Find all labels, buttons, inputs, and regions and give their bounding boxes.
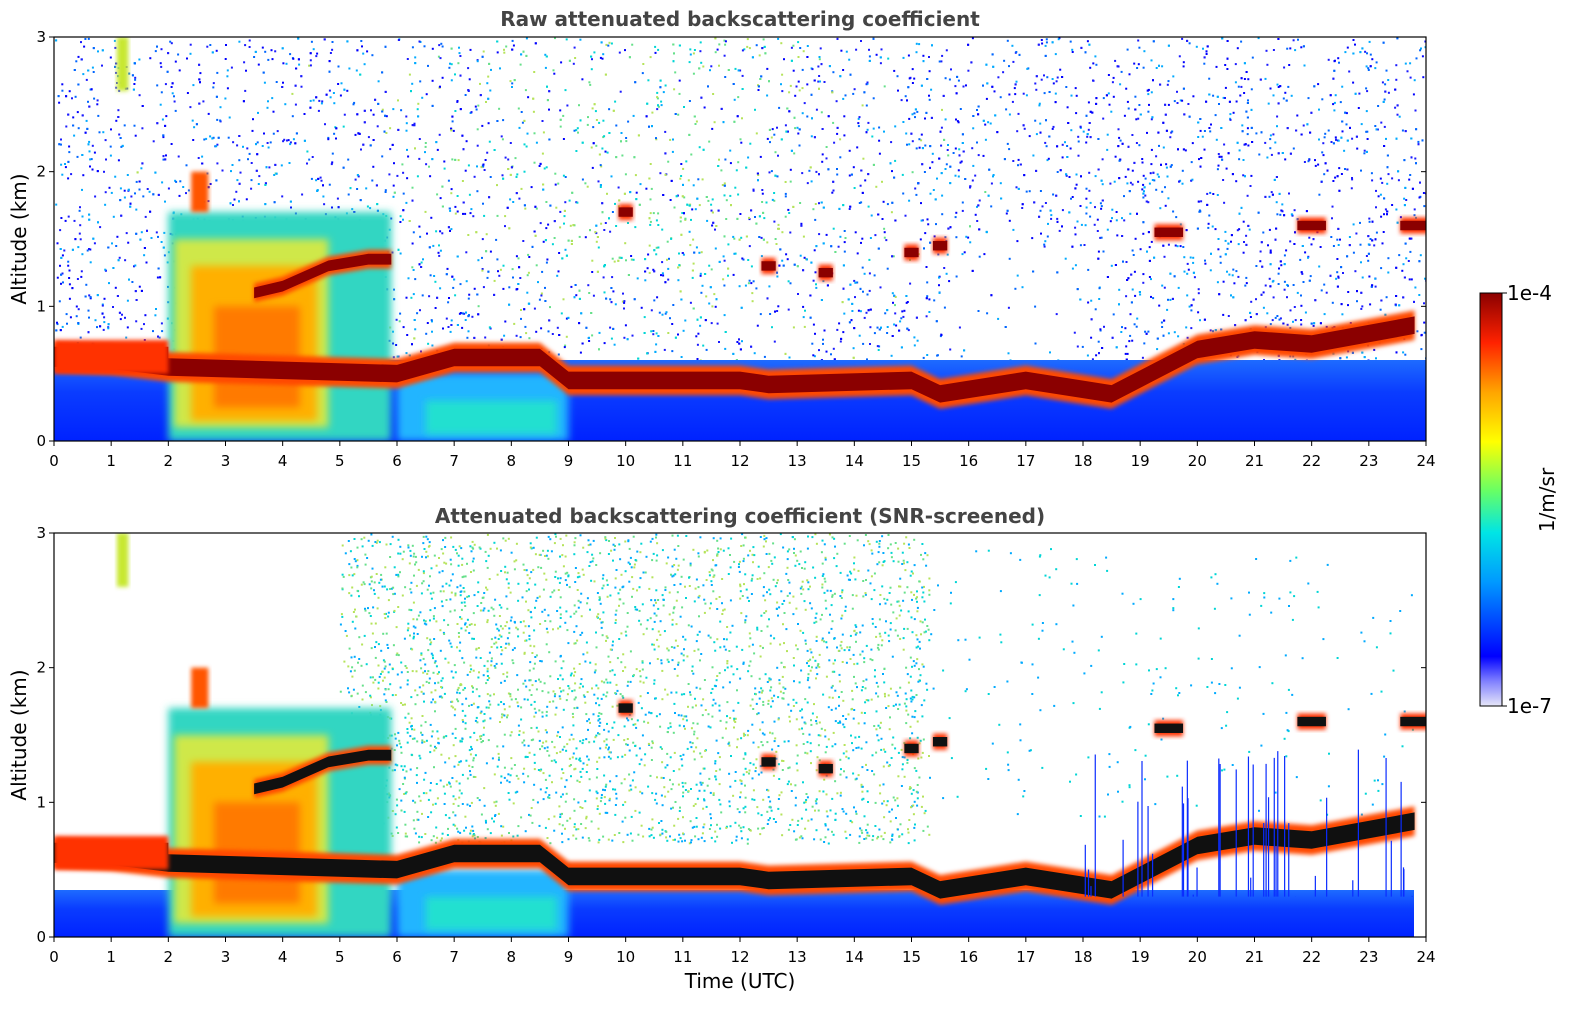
y-tick-label: 0 <box>36 432 46 450</box>
x-tick-label: 2 <box>164 948 174 966</box>
x-tick-label: 20 <box>1188 452 1207 470</box>
panel-raw-y-label: Altitude (km) <box>7 173 31 304</box>
x-tick-label: 10 <box>616 948 635 966</box>
x-tick-label: 23 <box>1359 948 1378 966</box>
panel-screened-features <box>54 533 1426 937</box>
x-tick-label: 0 <box>49 948 59 966</box>
y-tick-label: 1 <box>36 793 46 811</box>
panel-raw-y-axis: 0 1 2 3 <box>36 28 1426 450</box>
panel-screened-title: Attenuated backscattering coefficient (S… <box>435 504 1045 528</box>
x-tick-label: 7 <box>449 452 459 470</box>
x-tick-label: 16 <box>959 452 978 470</box>
x-tick-label: 8 <box>507 452 517 470</box>
colorbar-unit-label: 1/m/sr <box>1535 467 1559 532</box>
x-tick-label: 5 <box>335 948 345 966</box>
x-tick-label: 18 <box>1073 452 1092 470</box>
panel-screened-x-label: Time (UTC) <box>684 969 796 993</box>
x-tick-label: 6 <box>392 452 402 470</box>
y-tick-label: 2 <box>36 163 46 181</box>
x-tick-label: 21 <box>1245 452 1264 470</box>
panel-raw: Raw attenuated backscattering coefficien… <box>7 7 1436 470</box>
panel-screened-noise <box>339 533 1414 845</box>
x-tick-label: 4 <box>278 452 288 470</box>
x-tick-label: 7 <box>449 948 459 966</box>
y-tick-label: 2 <box>36 659 46 677</box>
colorbar-gradient <box>1479 292 1503 707</box>
x-tick-label: 4 <box>278 948 288 966</box>
x-tick-label: 18 <box>1073 948 1092 966</box>
x-tick-label: 0 <box>49 452 59 470</box>
x-tick-label: 14 <box>845 452 864 470</box>
x-tick-label: 11 <box>673 948 692 966</box>
x-tick-label: 9 <box>564 452 574 470</box>
x-tick-label: 2 <box>164 452 174 470</box>
x-tick-label: 20 <box>1188 948 1207 966</box>
x-tick-label: 24 <box>1416 948 1435 966</box>
x-tick-label: 17 <box>1016 452 1035 470</box>
panel-screened-heatmap <box>54 533 1426 937</box>
x-tick-label: 15 <box>902 948 921 966</box>
panel-raw-x-axis: 0 1 2 3 4 5 6 7 8 9 10 11 12 13 14 15 16 17 18 19 20 21 22 23 24 <box>49 441 1436 470</box>
x-tick-label: 19 <box>1131 452 1150 470</box>
x-tick-label: 6 <box>392 948 402 966</box>
colorbar-max-label: 1e-4 <box>1507 281 1552 305</box>
x-tick-label: 12 <box>730 948 749 966</box>
panel-raw-features <box>54 37 1426 441</box>
x-tick-label: 24 <box>1416 452 1435 470</box>
x-tick-label: 1 <box>106 452 116 470</box>
y-tick-label: 1 <box>36 297 46 315</box>
colorbar: 1e-4 1e-7 1/m/sr <box>1479 281 1559 718</box>
y-tick-label: 3 <box>36 28 46 46</box>
x-tick-label: 13 <box>788 948 807 966</box>
x-tick-label: 16 <box>959 948 978 966</box>
panel-raw-title: Raw attenuated backscattering coefficien… <box>500 7 980 31</box>
x-tick-label: 3 <box>221 948 231 966</box>
y-tick-label: 0 <box>36 928 46 946</box>
panel-screened: Attenuated backscattering coefficient (S… <box>7 504 1436 993</box>
x-tick-label: 12 <box>730 452 749 470</box>
x-tick-label: 9 <box>564 948 574 966</box>
x-tick-label: 17 <box>1016 948 1035 966</box>
x-tick-label: 5 <box>335 452 345 470</box>
colorbar-min-label: 1e-7 <box>1507 694 1552 718</box>
x-tick-label: 3 <box>221 452 231 470</box>
x-tick-label: 19 <box>1131 948 1150 966</box>
y-tick-label: 3 <box>36 524 46 542</box>
x-tick-label: 14 <box>845 948 864 966</box>
panel-screened-x-axis: 0 1 2 3 4 5 6 7 8 9 10 11 12 13 14 15 16 17 18 19 20 21 22 23 24 <box>49 937 1436 966</box>
x-tick-label: 8 <box>507 948 517 966</box>
panel-raw-heatmap <box>54 37 1426 441</box>
x-tick-label: 1 <box>106 948 116 966</box>
panel-screened-y-axis: 0 1 2 3 <box>36 524 1426 946</box>
x-tick-label: 22 <box>1302 948 1321 966</box>
x-tick-label: 15 <box>902 452 921 470</box>
x-tick-label: 23 <box>1359 452 1378 470</box>
x-tick-label: 22 <box>1302 452 1321 470</box>
x-tick-label: 21 <box>1245 948 1264 966</box>
x-tick-label: 13 <box>788 452 807 470</box>
panel-screened-y-label: Altitude (km) <box>7 669 31 800</box>
x-tick-label: 10 <box>616 452 635 470</box>
x-tick-label: 11 <box>673 452 692 470</box>
